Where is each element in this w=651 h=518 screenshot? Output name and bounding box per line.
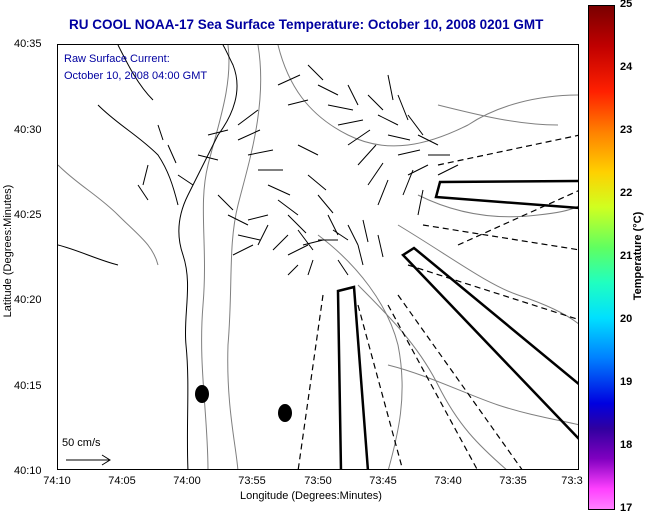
colorbar-tick: 18 xyxy=(620,439,633,451)
y-axis-title: Latitude (Degrees:Minutes) xyxy=(2,184,14,318)
colorbar-tick: 24 xyxy=(620,61,633,73)
x-tick: 73:35 xyxy=(499,475,527,487)
x-axis-title: Longitude (Degrees:Minutes) xyxy=(240,490,382,502)
annotation-line2: October 10, 2008 04:00 GMT xyxy=(64,70,208,82)
colorbar-tick: 17 xyxy=(620,502,633,514)
y-tick: 40:30 xyxy=(14,124,42,136)
colorbar-tick: 23 xyxy=(620,124,633,136)
colorbar-tick: 20 xyxy=(620,313,633,325)
y-tick: 40:10 xyxy=(14,465,42,477)
map-panel[interactable] xyxy=(57,44,579,470)
x-tick: 73:3 xyxy=(561,475,583,487)
y-tick: 40:20 xyxy=(14,294,42,306)
x-tick: 74:10 xyxy=(43,475,71,487)
x-tick: 73:50 xyxy=(304,475,332,487)
temperature-colorbar xyxy=(588,5,615,510)
x-tick: 73:45 xyxy=(369,475,397,487)
colorbar-tick: 22 xyxy=(620,187,633,199)
colorbar-title: Temperature (°C) xyxy=(632,211,644,301)
surface-current-vectors xyxy=(137,64,459,276)
scale-arrow xyxy=(66,454,111,466)
radar-site-marker xyxy=(278,404,292,422)
annotation-line1: Raw Surface Current: xyxy=(64,53,170,65)
highlighted-beams xyxy=(336,179,578,469)
x-tick: 74:00 xyxy=(173,475,201,487)
y-tick: 40:35 xyxy=(14,38,42,50)
y-tick: 40:25 xyxy=(14,209,42,221)
colorbar-tick: 19 xyxy=(620,376,633,388)
radar-beams xyxy=(297,134,578,469)
x-tick: 73:40 xyxy=(434,475,462,487)
x-tick: 74:05 xyxy=(108,475,136,487)
radar-site-marker xyxy=(195,385,209,403)
y-tick: 40:15 xyxy=(14,380,42,392)
x-tick: 73:55 xyxy=(238,475,266,487)
map-canvas xyxy=(58,45,578,469)
bathymetry-contours xyxy=(58,45,578,469)
coastline xyxy=(58,45,238,469)
colorbar-tick: 25 xyxy=(620,0,633,10)
scale-label: 50 cm/s xyxy=(62,437,101,449)
colorbar-tick: 21 xyxy=(620,250,633,262)
